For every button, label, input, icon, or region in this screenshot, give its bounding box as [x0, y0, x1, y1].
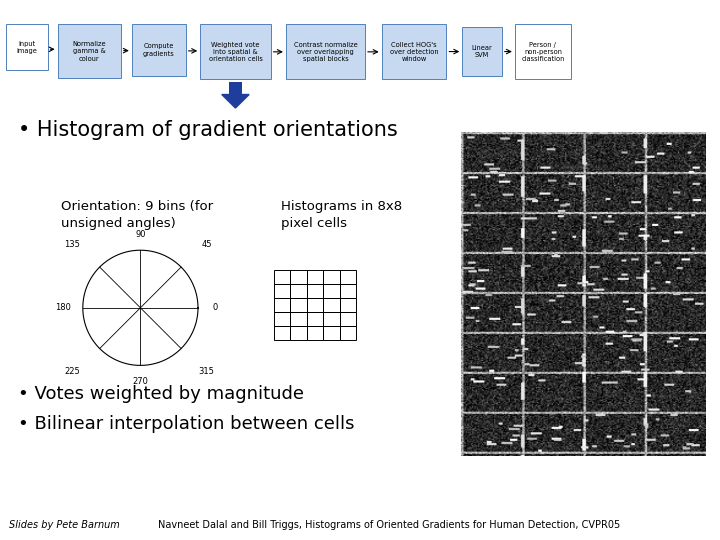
FancyBboxPatch shape [58, 24, 121, 78]
Bar [323, 326, 340, 340]
Bar [290, 270, 307, 284]
Text: Person /
non-person
classification: Person / non-person classification [521, 42, 564, 62]
Bar [307, 270, 323, 284]
Text: 90: 90 [135, 230, 145, 239]
FancyBboxPatch shape [286, 24, 365, 79]
FancyBboxPatch shape [382, 24, 446, 79]
Polygon shape [222, 94, 249, 108]
Text: Histograms in 8x8
pixel cells: Histograms in 8x8 pixel cells [281, 200, 402, 230]
Text: Collect HOG's
over detection
window: Collect HOG's over detection window [390, 42, 438, 62]
Bar [340, 312, 356, 326]
Text: Navneet Dalal and Bill Triggs, Histograms of Oriented Gradients for Human Detect: Navneet Dalal and Bill Triggs, Histogram… [158, 520, 621, 530]
Text: 225: 225 [65, 367, 81, 376]
Bar [323, 270, 340, 284]
Bar [323, 312, 340, 326]
Bar [340, 326, 356, 340]
Bar [307, 298, 323, 312]
Text: Weighted vote
into spatial &
orientation cells: Weighted vote into spatial & orientation… [209, 42, 262, 62]
FancyBboxPatch shape [200, 24, 271, 79]
Bar [307, 312, 323, 326]
Text: • Bilinear interpolation between cells: • Bilinear interpolation between cells [18, 415, 354, 433]
Bar [274, 298, 290, 312]
FancyBboxPatch shape [132, 24, 186, 76]
Text: Orientation: 9 bins (for
unsigned angles): Orientation: 9 bins (for unsigned angles… [61, 200, 213, 230]
Bar [290, 326, 307, 340]
Bar [340, 298, 356, 312]
Text: 270: 270 [132, 377, 148, 386]
Text: 315: 315 [199, 367, 215, 376]
Bar [229, 82, 242, 94]
Text: 0: 0 [212, 303, 218, 312]
Text: 45: 45 [202, 240, 212, 249]
Bar [323, 298, 340, 312]
Bar [290, 284, 307, 298]
Text: Linear
SVM: Linear SVM [472, 45, 492, 58]
Text: Input
image: Input image [17, 40, 37, 54]
Text: • Votes weighted by magnitude: • Votes weighted by magnitude [18, 385, 304, 403]
FancyBboxPatch shape [462, 27, 502, 76]
Bar [307, 284, 323, 298]
Text: 135: 135 [65, 240, 81, 249]
Bar [340, 270, 356, 284]
Bar [307, 326, 323, 340]
Bar [274, 270, 290, 284]
Text: Slides by Pete Barnum: Slides by Pete Barnum [9, 520, 120, 530]
Bar [290, 298, 307, 312]
Bar [340, 284, 356, 298]
Text: Contrast normalize
over overlapping
spatial blocks: Contrast normalize over overlapping spat… [294, 42, 357, 62]
Bar [274, 312, 290, 326]
Bar [274, 326, 290, 340]
Bar [323, 284, 340, 298]
Bar [274, 284, 290, 298]
Text: Normalize
gamma &
colour: Normalize gamma & colour [73, 41, 106, 62]
Text: 180: 180 [55, 303, 71, 312]
Bar [290, 312, 307, 326]
Text: Compute
gradients: Compute gradients [143, 43, 175, 57]
Text: • Histogram of gradient orientations: • Histogram of gradient orientations [18, 119, 397, 140]
